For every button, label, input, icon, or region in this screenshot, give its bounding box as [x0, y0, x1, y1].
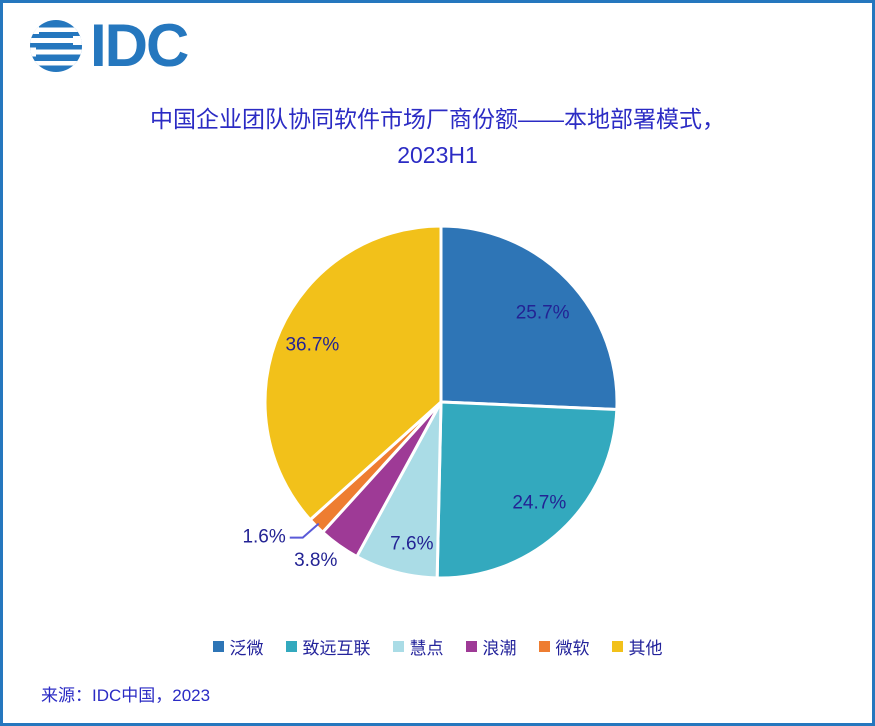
pie-slice-其他 — [263, 224, 443, 522]
pie-label-微软: 1.6% — [242, 527, 285, 548]
pie-leader-line — [289, 522, 320, 539]
pie-slice-致远互联 — [435, 400, 619, 580]
chart-title-line2: 2023H1 — [397, 142, 478, 168]
legend-item-泛微: 泛微 — [212, 634, 264, 659]
idc-globe-icon — [30, 20, 82, 72]
legend-label: 泛微 — [229, 639, 264, 658]
idc-logo: IDC — [29, 12, 189, 79]
source-note: 来源：IDC中国，2023 — [41, 686, 211, 705]
legend-item-微软: 微软 — [538, 634, 590, 659]
legend-label: 微软 — [555, 639, 590, 658]
legend-label: 致远互联 — [302, 639, 371, 658]
legend-item-致远互联: 致远互联 — [285, 634, 371, 659]
pie-label-浪潮: 3.8% — [294, 550, 337, 571]
legend-item-浪潮: 浪潮 — [465, 634, 517, 659]
pie-label-致远互联: 24.7% — [512, 493, 566, 514]
legend-swatch-icon — [285, 641, 297, 652]
legend-label: 浪潮 — [482, 639, 517, 658]
pie-label-慧点: 7.6% — [390, 533, 433, 554]
chart-title-line1: 中国企业团队协同软件市场厂商份额——本地部署模式， — [150, 106, 725, 132]
chart-title: 中国企业团队协同软件市场厂商份额——本地部署模式， 2023H1 — [3, 101, 872, 173]
legend-item-慧点: 慧点 — [392, 634, 444, 659]
legend-swatch-icon — [538, 641, 550, 652]
legend-swatch-icon — [611, 641, 623, 652]
pie-label-泛微: 25.7% — [516, 303, 570, 324]
chart-legend: 泛微 致远互联 慧点 浪潮 微软 其他 — [3, 634, 872, 659]
legend-swatch-icon — [212, 641, 224, 652]
idc-logo-text: IDC — [90, 12, 189, 79]
legend-swatch-icon — [392, 641, 404, 652]
legend-label: 慧点 — [409, 639, 444, 658]
pie-chart: 25.7% 24.7% 7.6% 3.8% 1.6% 36.7% — [242, 224, 619, 580]
legend-swatch-icon — [465, 641, 477, 652]
pie-label-其他: 36.7% — [285, 335, 339, 356]
legend-label: 其他 — [628, 639, 663, 658]
legend-item-其他: 其他 — [611, 634, 663, 659]
pie-slice-泛微 — [439, 224, 619, 411]
